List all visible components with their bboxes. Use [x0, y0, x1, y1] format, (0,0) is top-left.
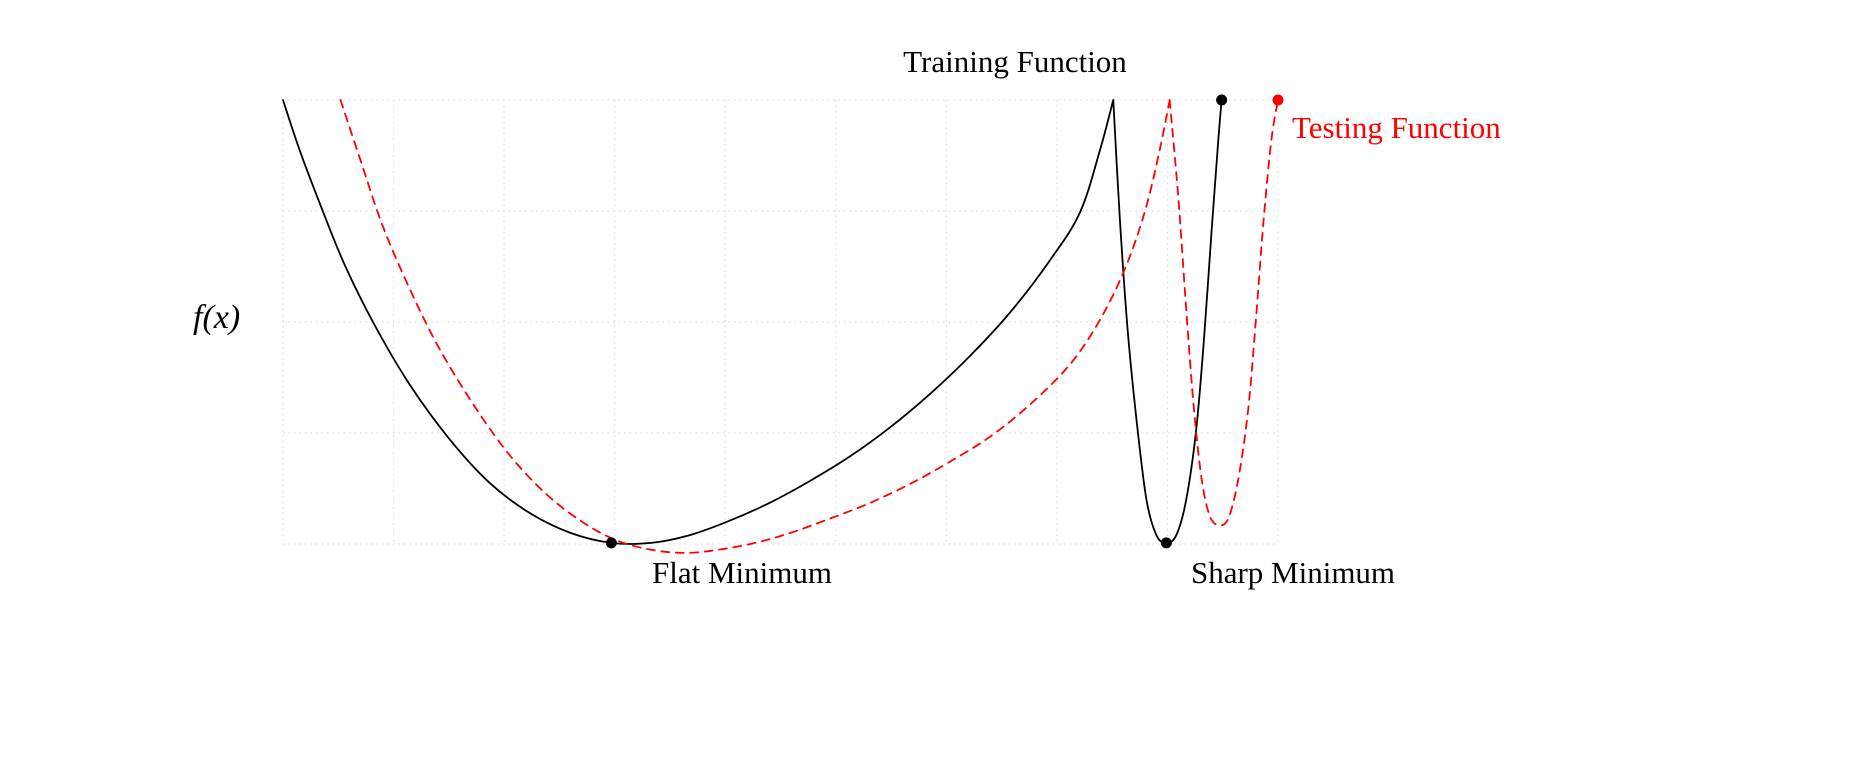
sharp-minimum-point-dot: [1160, 537, 1172, 549]
flat-minimum-point-dot: [605, 537, 617, 549]
testing-function-label: Testing Function: [1292, 110, 1501, 145]
series-group: [282, 99, 1279, 554]
markers-group: [605, 94, 1284, 549]
testing-function-curve: [339, 99, 1171, 554]
y-axis-label: f(x): [193, 299, 241, 336]
flat-minimum-label: Flat Minimum: [652, 555, 832, 590]
training-function-curve: [282, 99, 1115, 545]
testing-function-curve: [1168, 99, 1279, 527]
training-function-label: Training Function: [903, 44, 1127, 79]
training-function-endpoint-dot: [1216, 94, 1228, 106]
sharp-minimum-label: Sharp Minimum: [1190, 555, 1396, 590]
grid-lines: [282, 99, 1279, 545]
testing-function-endpoint-dot: [1272, 94, 1284, 106]
